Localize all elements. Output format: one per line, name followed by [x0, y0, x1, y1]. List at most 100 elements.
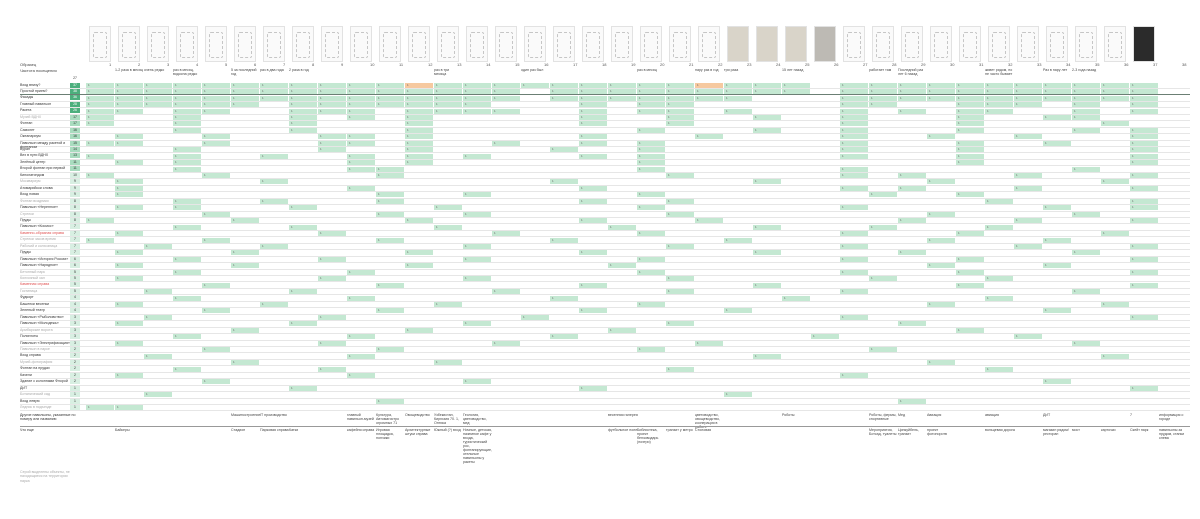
visit-tick: 1 — [958, 256, 960, 261]
visit-tick: 1 — [1074, 340, 1076, 345]
visit-tick: 1 — [900, 185, 902, 190]
visit-tick: 1 — [958, 327, 960, 332]
other-pavilion-text: Авиация — [927, 412, 942, 417]
visit-cell — [173, 269, 201, 275]
visit-cell — [550, 295, 578, 301]
visit-tick: 1 — [755, 114, 757, 119]
what-else-text: карточки — [1101, 428, 1116, 432]
visit-cell — [550, 179, 578, 185]
visit-tick: 1 — [639, 108, 641, 113]
other-pavilion-text: информация о городе — [1159, 412, 1184, 421]
column-number: 24 — [776, 62, 781, 67]
frequency-text: работает там — [869, 68, 892, 72]
row-label: Каменно-образная справа — [20, 230, 64, 235]
visit-cell — [1072, 95, 1100, 101]
row-divider — [20, 152, 1190, 153]
visit-cell — [1101, 95, 1129, 101]
visit-cell — [869, 82, 897, 88]
visit-tick: 1 — [204, 134, 206, 139]
visit-tick: 1 — [581, 121, 583, 126]
visit-tick: 1 — [552, 295, 554, 300]
row-count: 5 — [70, 276, 80, 281]
visit-tick: 1 — [291, 108, 293, 113]
visit-tick: 1 — [784, 89, 786, 94]
row-divider — [20, 165, 1190, 166]
sample-thumbnail — [988, 26, 1010, 62]
visit-cell — [231, 327, 259, 333]
row-label: Фудкорт — [20, 295, 34, 300]
visit-cell — [840, 243, 868, 249]
visit-tick: 1 — [639, 89, 641, 94]
visit-cell — [1043, 263, 1071, 269]
visit-cell — [927, 95, 955, 101]
visit-cell — [956, 282, 984, 288]
column-number: 14 — [486, 62, 491, 67]
visit-tick: 1 — [668, 89, 670, 94]
visit-cell — [840, 95, 868, 101]
visit-cell — [347, 269, 375, 275]
column-number: 35 — [1095, 62, 1100, 67]
visit-tick: 1 — [900, 82, 902, 87]
visit-cell — [173, 114, 201, 120]
row-label: Вход справа — [20, 353, 41, 358]
visit-cell — [1014, 243, 1042, 249]
visit-tick: 1 — [175, 102, 177, 107]
row-divider — [20, 313, 1190, 315]
visit-tick: 1 — [88, 173, 90, 177]
visit-cell — [376, 282, 404, 288]
visit-cell — [405, 95, 433, 101]
visit-cell — [1101, 82, 1129, 88]
visit-cell — [927, 237, 955, 243]
visit-cell — [144, 314, 172, 320]
visit-tick: 1 — [291, 82, 293, 87]
frequency-text: 15 лет назад — [782, 68, 804, 72]
row-divider — [20, 371, 1190, 373]
visit-tick: 1 — [88, 405, 90, 410]
visit-cell — [434, 302, 462, 307]
visit-tick: 1 — [349, 372, 351, 377]
visit-cell — [840, 269, 868, 275]
visit-cell — [956, 95, 984, 101]
visit-cell — [405, 121, 433, 127]
visit-cell — [260, 179, 288, 185]
visit-tick: 1 — [639, 95, 641, 100]
visit-cell — [347, 353, 375, 359]
row-label: Павильон «Нерепное» — [20, 205, 58, 210]
visit-tick: 1 — [378, 192, 380, 197]
sketch-lines — [499, 32, 513, 58]
visit-cell — [347, 114, 375, 120]
visit-tick: 1 — [639, 192, 641, 197]
row-label: Вход левую — [20, 398, 40, 403]
visit-cell — [463, 379, 491, 385]
sketch-lines — [847, 32, 861, 58]
row-count: 5 — [70, 288, 80, 294]
visit-cell — [405, 327, 433, 333]
visit-tick: 1 — [1103, 89, 1105, 94]
visit-tick: 1 — [581, 95, 583, 100]
separator-line — [20, 94, 1190, 96]
visit-cell — [840, 372, 868, 378]
row-label: Фонтан всадники — [20, 198, 49, 203]
column-number: 13 — [457, 62, 462, 67]
visit-cell — [115, 160, 143, 166]
visit-cell — [840, 102, 868, 108]
sketch-lines — [963, 32, 977, 58]
row-count: 1 — [70, 392, 80, 398]
visit-tick: 1 — [262, 89, 264, 94]
visit-tick: 1 — [378, 166, 380, 171]
row-label: Кинолатиндом — [20, 172, 45, 177]
visit-tick: 1 — [117, 321, 119, 326]
visit-tick: 1 — [929, 237, 931, 242]
visit-tick: 1 — [175, 295, 177, 300]
visit-tick: 1 — [1045, 114, 1047, 119]
visit-tick: 1 — [842, 243, 844, 248]
visit-cell — [405, 108, 433, 114]
visit-tick: 1 — [233, 82, 235, 87]
visit-tick: 1 — [1045, 379, 1047, 384]
visit-tick: 1 — [262, 95, 264, 100]
row-count: 8 — [70, 211, 80, 217]
visit-cell — [347, 140, 375, 146]
visit-cell — [173, 256, 201, 262]
visit-cell — [1072, 127, 1100, 133]
visit-tick: 1 — [407, 218, 409, 223]
